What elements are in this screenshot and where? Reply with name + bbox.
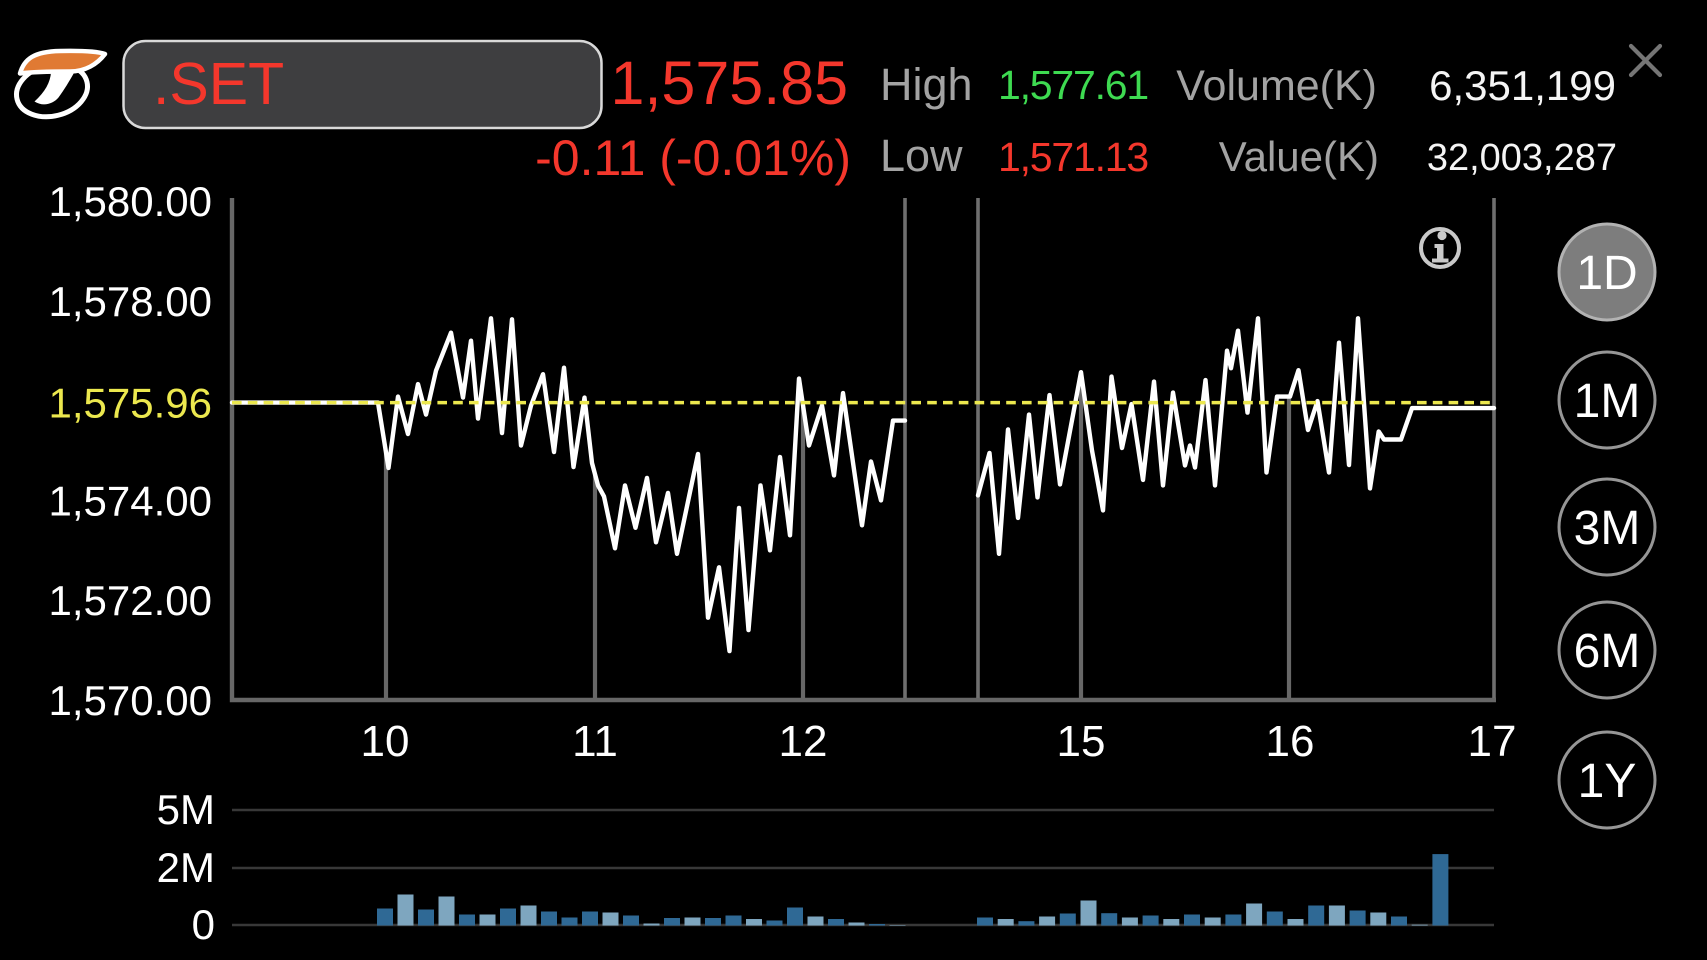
svg-text:1,577.61: 1,577.61	[998, 62, 1148, 108]
svg-text:3M: 3M	[1574, 502, 1641, 555]
svg-text:1,580.00: 1,580.00	[49, 178, 213, 225]
svg-text:Value(K): Value(K)	[1219, 133, 1379, 180]
svg-text:6,351,199: 6,351,199	[1429, 62, 1616, 109]
svg-text:32,003,287: 32,003,287	[1427, 137, 1617, 179]
svg-text:.SET: .SET	[153, 51, 284, 117]
svg-text:Volume(K): Volume(K)	[1176, 62, 1377, 110]
svg-text:1,575.85: 1,575.85	[611, 49, 848, 117]
svg-text:11: 11	[572, 717, 618, 766]
svg-text:1,574.00: 1,574.00	[49, 477, 213, 524]
svg-text:6M: 6M	[1574, 625, 1641, 678]
svg-text:-0.11 (-0.01%): -0.11 (-0.01%)	[535, 130, 851, 186]
svg-text:5M: 5M	[157, 786, 215, 833]
svg-text:1D: 1D	[1576, 247, 1637, 300]
svg-text:16: 16	[1266, 717, 1315, 766]
svg-text:1,572.00: 1,572.00	[49, 577, 213, 624]
svg-text:2M: 2M	[157, 844, 215, 891]
svg-text:1,578.00: 1,578.00	[49, 278, 213, 325]
svg-text:17: 17	[1468, 717, 1517, 766]
svg-text:1,570.00: 1,570.00	[49, 677, 213, 724]
svg-text:1M: 1M	[1574, 375, 1641, 428]
svg-text:High: High	[880, 59, 973, 110]
svg-text:1,571.13: 1,571.13	[998, 134, 1148, 180]
svg-text:0: 0	[192, 901, 215, 948]
svg-text:1,575.96: 1,575.96	[49, 380, 213, 427]
svg-text:15: 15	[1057, 717, 1106, 766]
svg-text:1Y: 1Y	[1578, 755, 1637, 808]
svg-text:10: 10	[361, 717, 410, 766]
svg-text:12: 12	[779, 717, 828, 766]
svg-text:Low: Low	[880, 130, 963, 181]
